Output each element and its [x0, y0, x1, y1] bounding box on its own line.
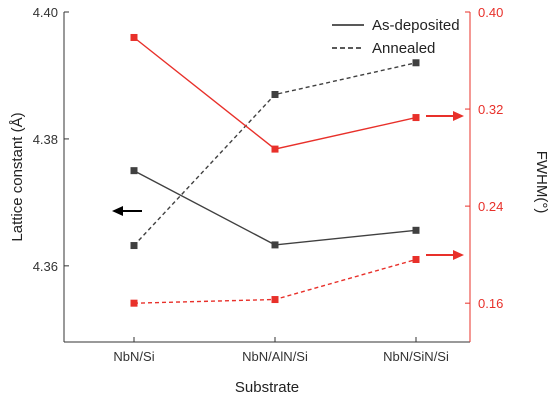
- series-0-point-0: [130, 167, 138, 175]
- series-2-point-2: [412, 114, 420, 122]
- y-axis-right-title: FWHM(°): [533, 151, 550, 214]
- series-2-point-1: [271, 145, 279, 153]
- series-1-point-1: [271, 91, 279, 98]
- left-tick-label-0: 4.36: [33, 259, 58, 274]
- right-axis-arrow-lower: [426, 250, 464, 260]
- series-0-point-1: [271, 241, 279, 249]
- right-tick-label-3: 0.40: [478, 5, 503, 20]
- x-tick-label-2: NbN/SiN/Si: [383, 349, 449, 364]
- right-tick-label-1: 0.24: [478, 199, 503, 214]
- legend-annealed: Annealed: [372, 40, 435, 57]
- x-tick-label-1: NbN/AlN/Si: [242, 349, 308, 364]
- series-2-point-0: [130, 33, 138, 41]
- series-1-point-0: [130, 242, 138, 250]
- series-line-1: [133, 62, 417, 246]
- legend: As-deposited Annealed: [332, 17, 460, 57]
- series-3-point-1: [271, 296, 279, 304]
- right-ticks: 0.16 0.24 0.32 0.40: [465, 5, 503, 311]
- series-1-point-2: [412, 59, 420, 67]
- series-group: [130, 33, 420, 307]
- left-ticks: 4.36 4.38 4.40: [33, 5, 69, 274]
- left-tick-label-2: 4.40: [33, 5, 58, 20]
- series-line-0: [133, 170, 417, 246]
- series-3-point-2: [412, 256, 420, 263]
- right-tick-label-0: 0.16: [478, 296, 503, 311]
- x-tick-label-0: NbN/Si: [113, 349, 154, 364]
- legend-as-deposited: As-deposited: [372, 17, 460, 34]
- left-axis-arrow: [112, 206, 142, 216]
- right-axis-arrow-upper: [426, 111, 464, 121]
- series-0-point-2: [412, 226, 420, 234]
- x-ticks: NbN/Si NbN/AlN/Si NbN/SiN/Si: [113, 337, 449, 364]
- x-axis-title: Substrate: [235, 379, 299, 396]
- y-axis-left-title: Lattice constant (Å): [9, 112, 26, 241]
- right-tick-label-2: 0.32: [478, 102, 503, 117]
- left-tick-label-1: 4.38: [33, 132, 58, 147]
- series-3-point-0: [130, 299, 138, 307]
